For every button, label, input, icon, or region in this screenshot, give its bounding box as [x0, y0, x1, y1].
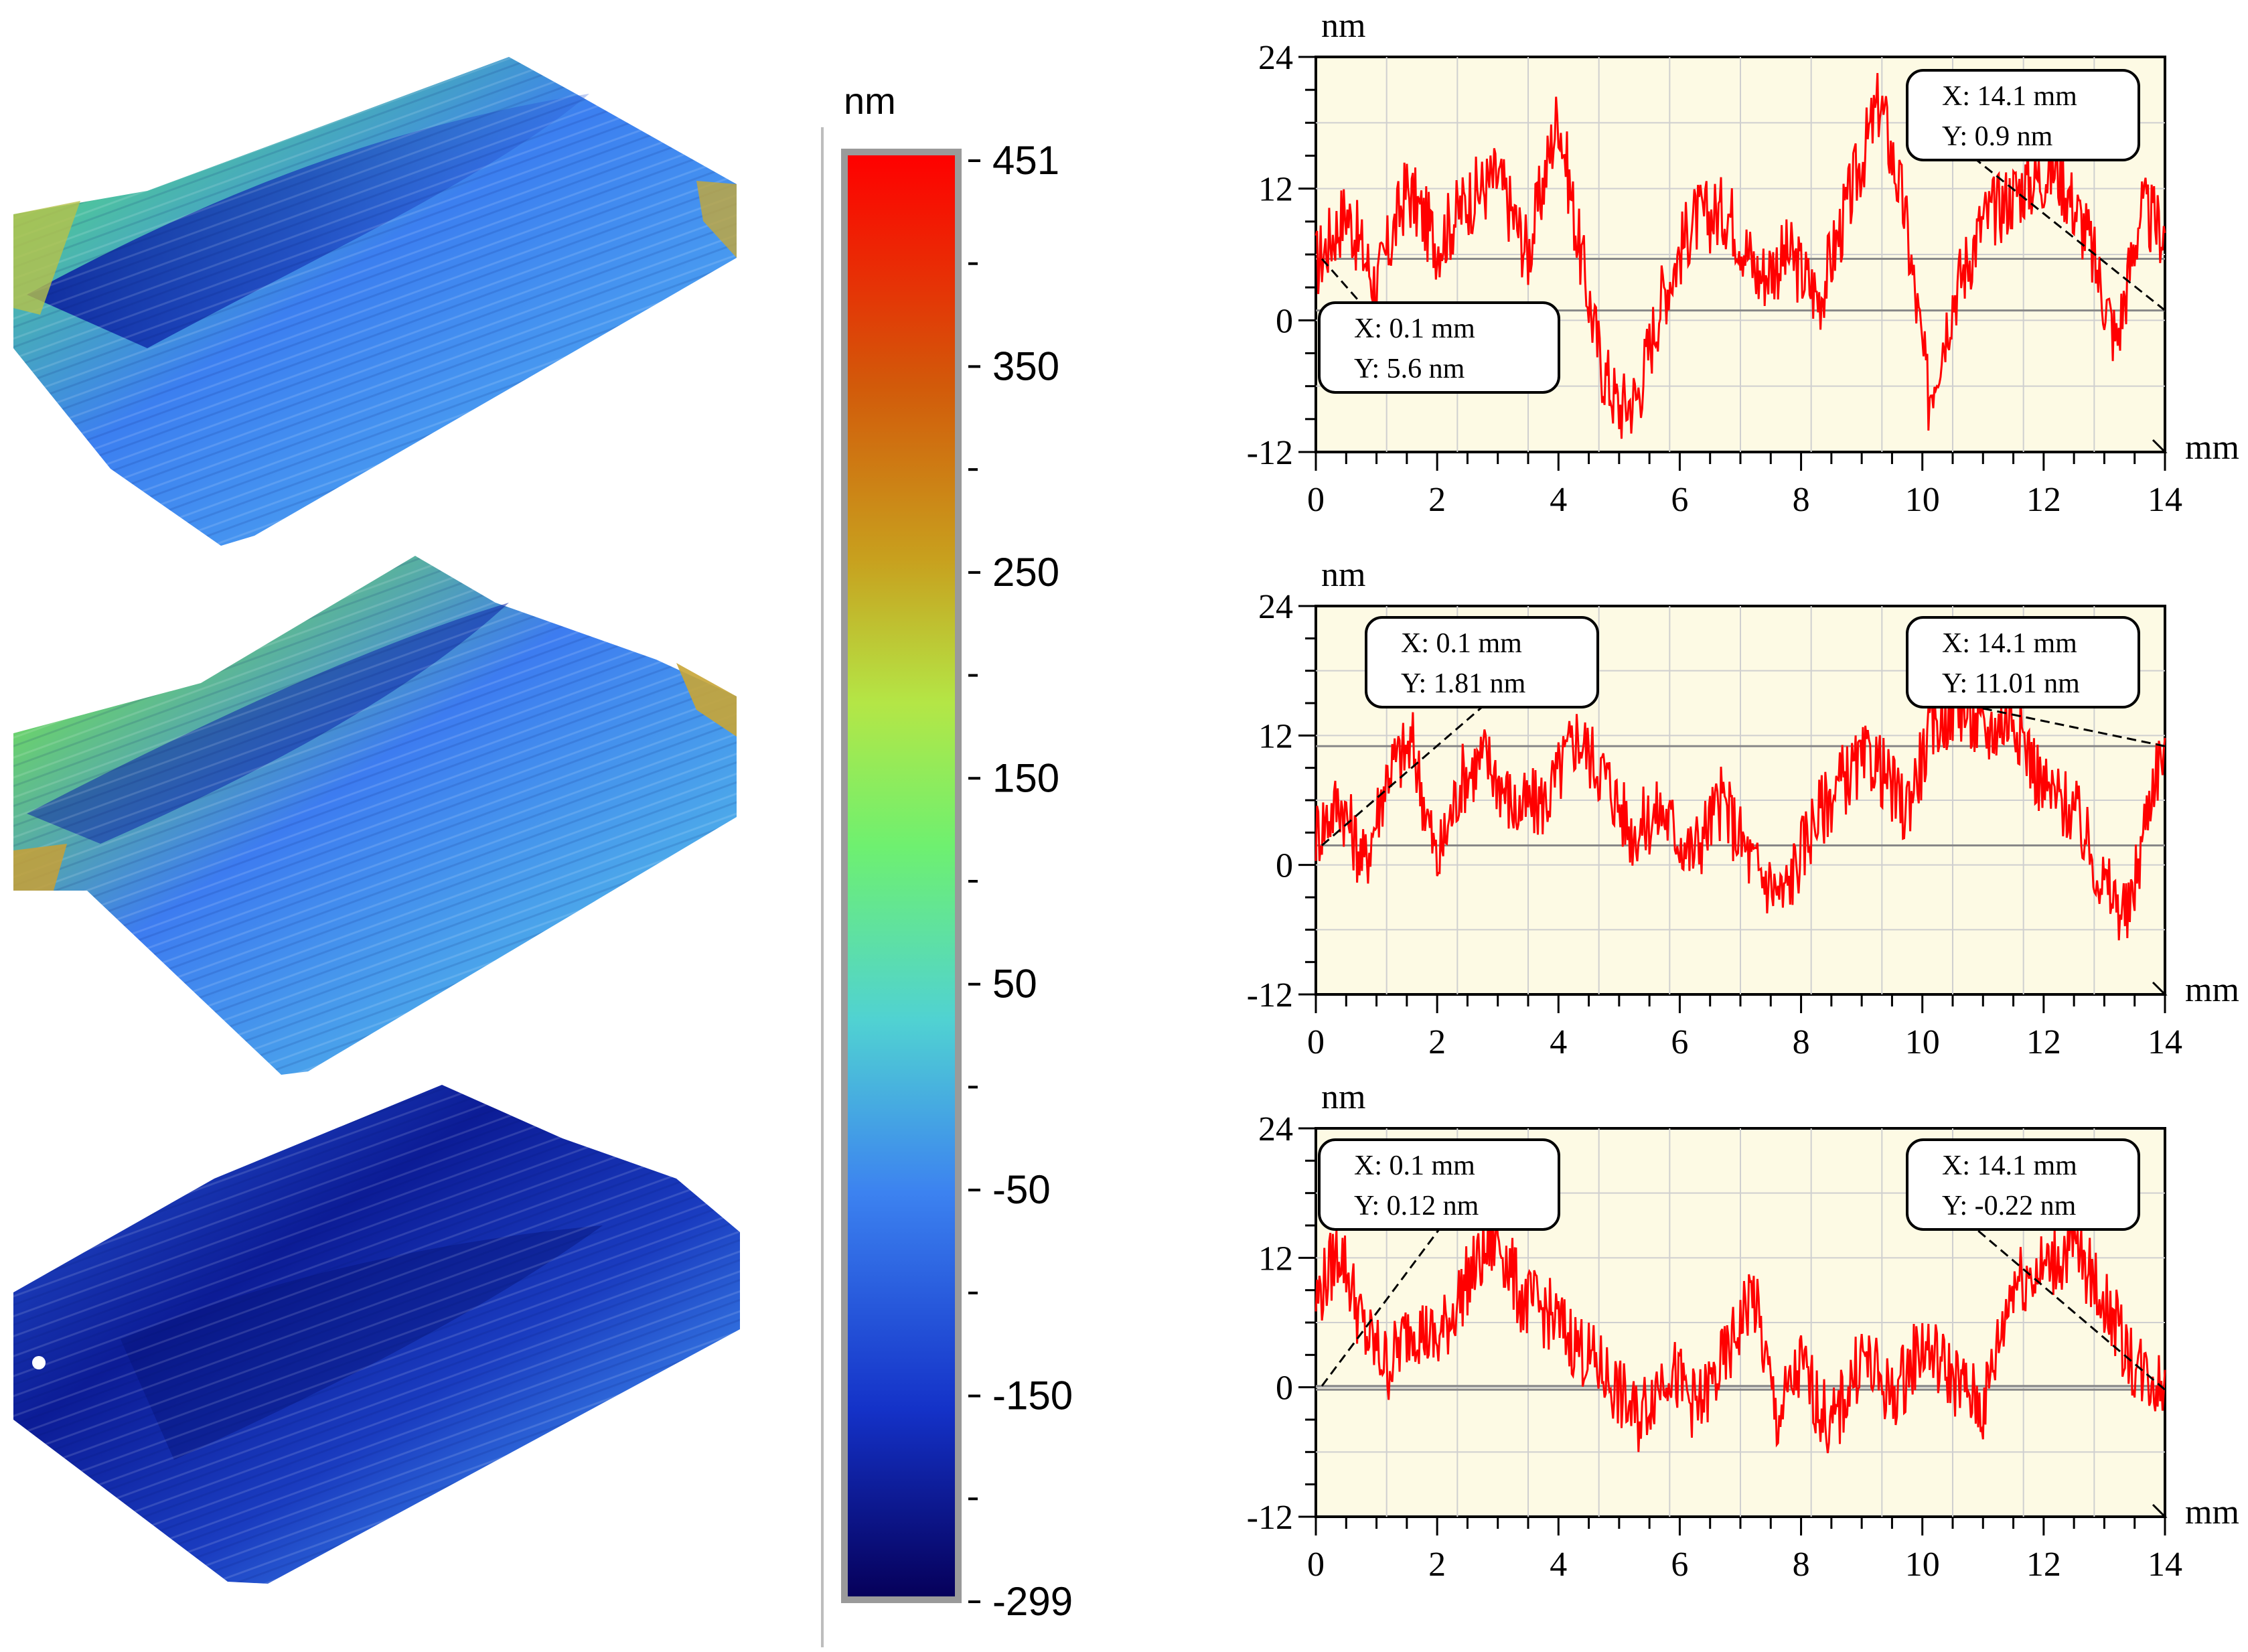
cursor-y-label: Y: 1.81 nm: [1401, 668, 1526, 699]
x-tick-label: 6: [1671, 1546, 1688, 1584]
y-axis-label: nm: [1321, 1078, 1365, 1116]
colorbar-tick-label: 50: [992, 962, 1037, 1006]
x-tick-label: 14: [2148, 1546, 2182, 1584]
x-axis-label: mm: [2185, 971, 2239, 1009]
x-tick-label: 14: [2148, 481, 2182, 519]
x-tick-label: 2: [1428, 1023, 1446, 1061]
colorbar-tick-label: -150: [992, 1373, 1073, 1418]
surface-3: [13, 1085, 740, 1584]
x-tick-label: 2: [1428, 1546, 1446, 1584]
x-tick-label: 0: [1307, 481, 1325, 519]
x-tick-label: 0: [1307, 1023, 1325, 1061]
x-tick-label: 8: [1793, 481, 1810, 519]
x-tick-label: 10: [1905, 481, 1940, 519]
y-tick-label: 12: [1258, 717, 1293, 755]
cursor-y-label: Y: 11.01 nm: [1942, 668, 2080, 699]
axis-end-arrow: [2150, 1503, 2168, 1518]
axis-end-arrow: [2150, 439, 2168, 453]
y-axis-label: nm: [1321, 556, 1365, 594]
y-tick-label: -12: [1247, 1499, 1293, 1537]
colorbar-tick-label: 250: [992, 550, 1059, 595]
cursor-y-label: Y: 0.12 nm: [1354, 1191, 1479, 1221]
surface-2: [13, 556, 737, 1075]
cursor-x-label: X: 0.1 mm: [1354, 313, 1475, 344]
cursor-leader: [1321, 1229, 1440, 1387]
y-tick-label: 24: [1258, 588, 1293, 626]
cursor-box[interactable]: [1906, 1138, 2140, 1231]
colorbar-tick-label: 451: [992, 138, 1059, 183]
colorbar-tick-label: -299: [992, 1579, 1073, 1624]
y-tick-label: -12: [1247, 434, 1293, 472]
x-tick-label: 14: [2148, 1023, 2182, 1061]
x-tick-label: 8: [1793, 1546, 1810, 1584]
cursor-x-label: X: 14.1 mm: [1942, 81, 2077, 112]
x-axis-label: mm: [2185, 1493, 2239, 1531]
y-tick-label: 12: [1258, 1240, 1293, 1278]
colorbar-tick-label: 350: [992, 344, 1059, 388]
cursor-box[interactable]: [1365, 616, 1599, 708]
colorbar-unit: nm: [844, 80, 896, 122]
cursor-y-label: Y: 0.9 nm: [1942, 121, 2053, 152]
axis-end-arrow: [2150, 981, 2168, 996]
profile-trace: [1315, 73, 2166, 439]
cursor-leader: [1976, 706, 2166, 747]
y-tick-label: -12: [1247, 976, 1293, 1015]
cursor-leader: [1975, 159, 2166, 311]
cursor-box[interactable]: [1318, 301, 1560, 394]
cursor-y-label: Y: 5.6 nm: [1354, 354, 1465, 384]
colorbar-tick-label: 150: [992, 755, 1059, 800]
cursor-box[interactable]: [1906, 69, 2140, 161]
colorbar-tick-label: -50: [992, 1167, 1051, 1212]
surface-1-edge: [13, 201, 80, 315]
cursor-leader: [1975, 1228, 2166, 1391]
profile-trace: [1315, 1214, 2166, 1454]
x-tick-label: 8: [1793, 1023, 1810, 1061]
x-tick-label: 12: [2026, 481, 2061, 519]
x-tick-label: 0: [1307, 1546, 1325, 1584]
x-tick-label: 6: [1671, 1023, 1688, 1061]
surface-3-defect: [32, 1356, 46, 1369]
y-tick-label: 0: [1276, 847, 1293, 885]
colorbar-gradient: [848, 155, 955, 1596]
x-tick-label: 4: [1550, 1546, 1567, 1584]
y-axis-label: nm: [1321, 7, 1365, 45]
x-tick-label: 12: [2026, 1023, 2061, 1061]
x-tick-label: 10: [1905, 1023, 1940, 1061]
cursor-leader: [1321, 706, 1483, 846]
cursor-x-label: X: 14.1 mm: [1942, 1150, 2077, 1181]
cursor-y-label: Y: -0.22 nm: [1942, 1191, 2077, 1221]
profile-trace: [1315, 677, 2166, 941]
cursor-box[interactable]: [1318, 1138, 1560, 1231]
x-tick-label: 6: [1671, 481, 1688, 519]
x-tick-label: 4: [1550, 1023, 1567, 1061]
x-tick-label: 10: [1905, 1546, 1940, 1584]
colorbar-ticks: 451 350 250 150 50 -50 -150 -299: [968, 138, 1073, 1624]
y-tick-label: 24: [1258, 1110, 1293, 1148]
cursor-x-label: X: 14.1 mm: [1942, 628, 2077, 659]
colorbar: nm 451 350 250 150 50 -50 -150 -299: [821, 80, 1073, 1647]
x-tick-label: 12: [2026, 1546, 2061, 1584]
y-tick-label: 24: [1258, 39, 1293, 77]
surface-2-edge: [13, 844, 67, 891]
x-tick-label: 4: [1550, 481, 1567, 519]
y-tick-label: 0: [1276, 1369, 1293, 1408]
y-tick-label: 0: [1276, 302, 1293, 340]
cursor-x-label: X: 0.1 mm: [1354, 1150, 1475, 1181]
x-tick-label: 2: [1428, 481, 1446, 519]
surface-1: [13, 57, 737, 546]
cursor-box[interactable]: [1906, 616, 2140, 708]
y-tick-label: 12: [1258, 171, 1293, 209]
x-axis-label: mm: [2185, 429, 2239, 467]
cursor-x-label: X: 0.1 mm: [1401, 628, 1522, 659]
